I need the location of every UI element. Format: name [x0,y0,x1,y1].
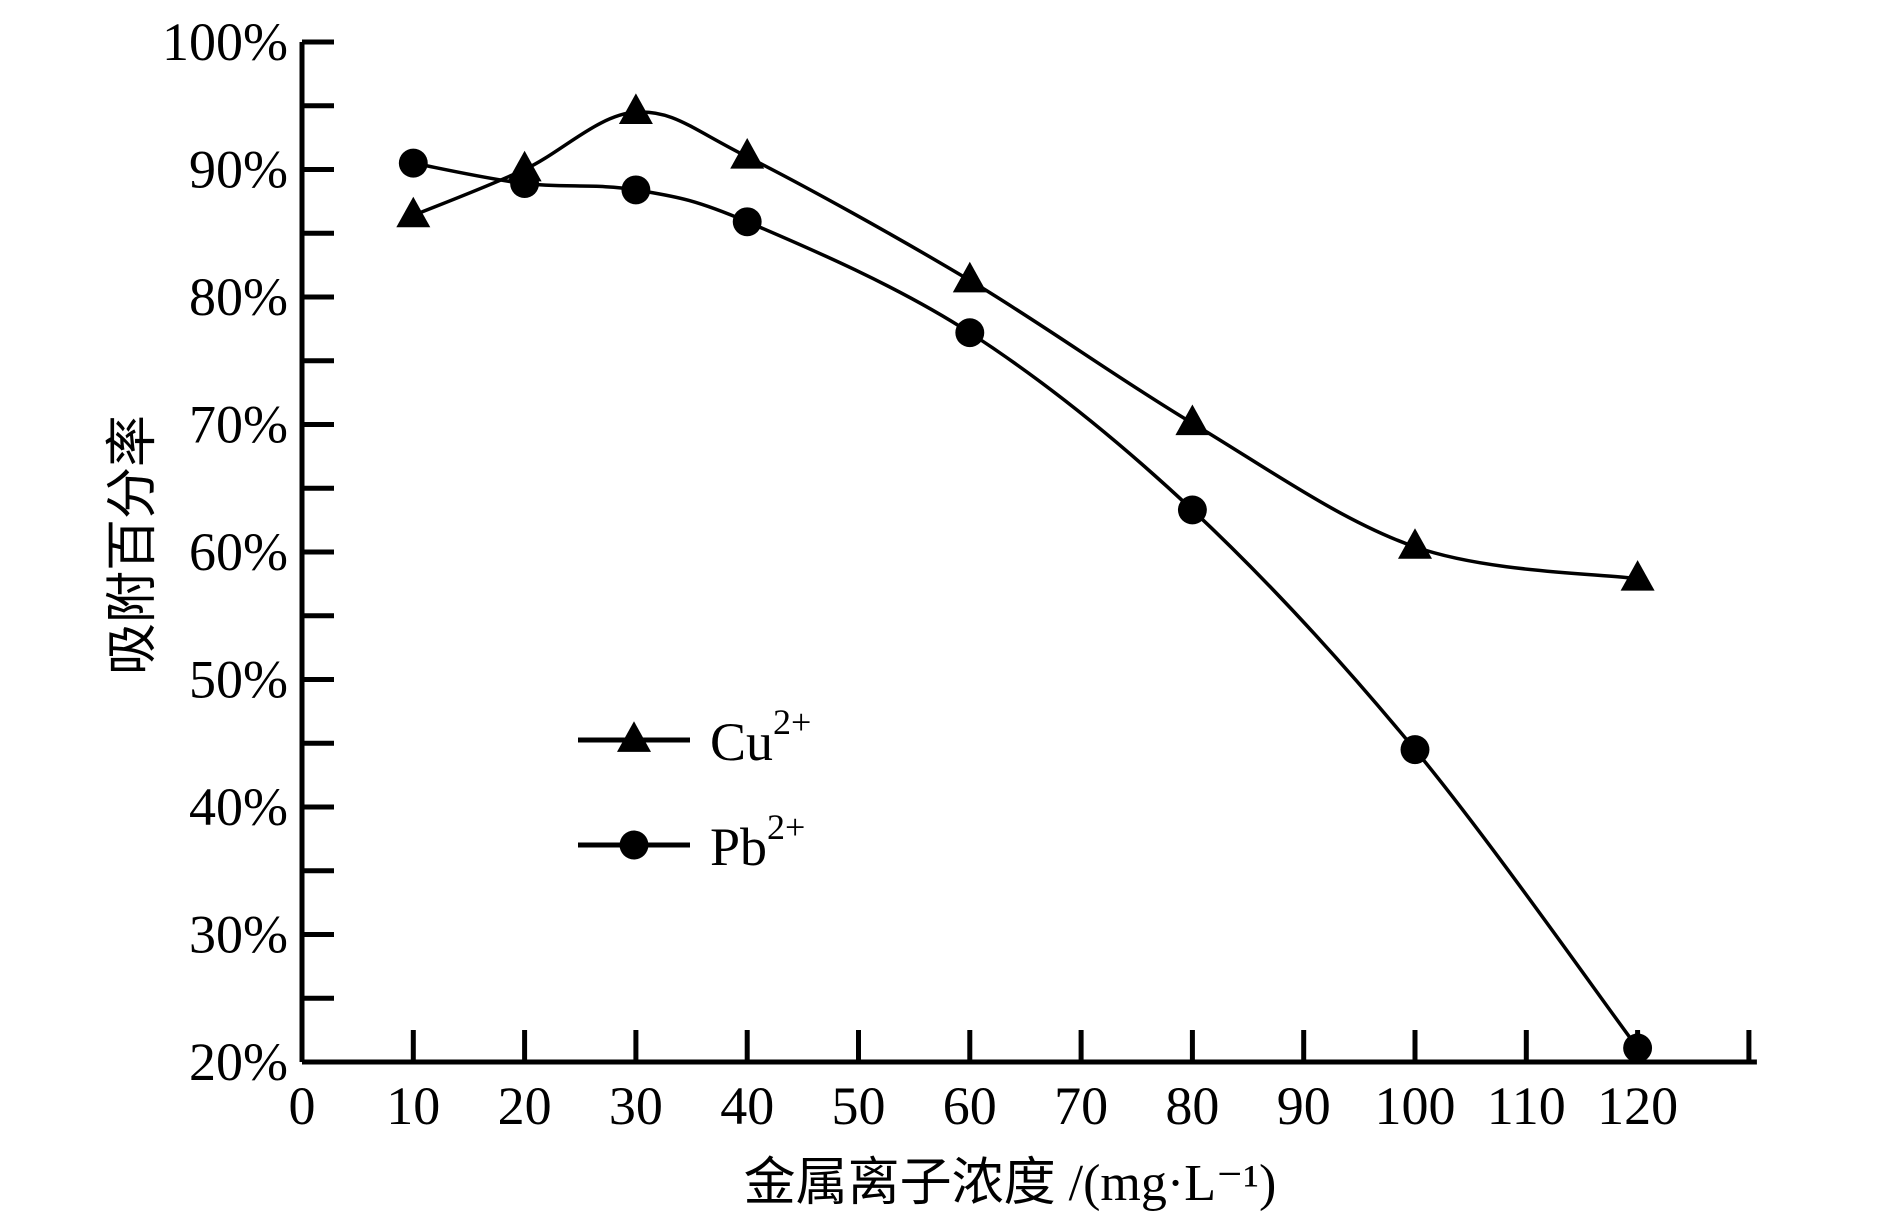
series-line [412,110,1638,581]
series-line [412,161,1640,1050]
circle-marker [619,830,649,860]
x-tick-label: 10 [386,1076,440,1136]
y-tick-label: 80% [189,267,288,327]
legend-label: Cu2+ [710,702,811,772]
triangle-marker [617,721,651,752]
y-tick-label: 20% [189,1032,288,1092]
circle-marker [398,148,428,178]
x-tick-label: 60 [943,1076,997,1136]
legend-item: Pb2+ [578,807,805,877]
circle-marker [732,207,762,237]
legend-label: Pb2+ [710,807,805,877]
circle-marker [510,169,540,198]
legend-label-superscript: 2+ [773,702,811,742]
circle-marker [1400,735,1430,765]
x-tick-label: 70 [1054,1076,1108,1136]
x-tick-label: 90 [1277,1076,1331,1136]
y-tick-label: 70% [189,395,288,455]
triangle-marker [952,261,987,293]
x-axis-label: 金属离子浓度 /(mg·L⁻¹) [744,1155,1277,1212]
y-tick-label: 90% [189,140,288,200]
x-tick-label: 100 [1375,1076,1456,1136]
circle-marker [621,175,651,205]
x-tick-label: 0 [289,1076,316,1136]
triangle-marker [1398,528,1432,559]
y-axis-label: 吸附百分率 [105,415,162,675]
triangle-marker [1620,560,1655,591]
y-tick-label: 40% [189,777,288,837]
triangle-marker [618,93,653,125]
circle-marker [1623,1033,1653,1063]
series-cu [396,93,1655,591]
x-tick-label: 110 [1487,1076,1566,1136]
circle-marker [955,318,985,348]
triangle-marker [730,138,765,169]
legend-item: Cu2+ [578,702,811,772]
series [396,93,1655,1063]
x-tick-label: 30 [609,1076,663,1136]
series-pb [398,148,1653,1063]
x-tick-label: 50 [832,1076,886,1136]
x-tick-label: 40 [720,1076,774,1136]
x-tick-label: 20 [498,1076,552,1136]
legend-label-superscript: 2+ [767,807,805,847]
y-tick-label: 100% [162,12,288,72]
y-tick-label: 30% [189,905,288,965]
y-tick-label: 50% [189,650,288,710]
triangle-marker [1175,404,1210,436]
triangle-marker [396,196,431,228]
x-tick-label: 120 [1597,1076,1678,1136]
ticks: 20% 30% 40% 50% 60% 70% 80% 90% 100% 0 10 20 30 40 50 6… [162,12,1752,1136]
x-tick-label: 80 [1165,1076,1219,1136]
legend: Cu2+ Pb2+ [578,702,811,877]
circle-marker [1177,495,1207,525]
y-tick-label: 60% [189,522,288,582]
